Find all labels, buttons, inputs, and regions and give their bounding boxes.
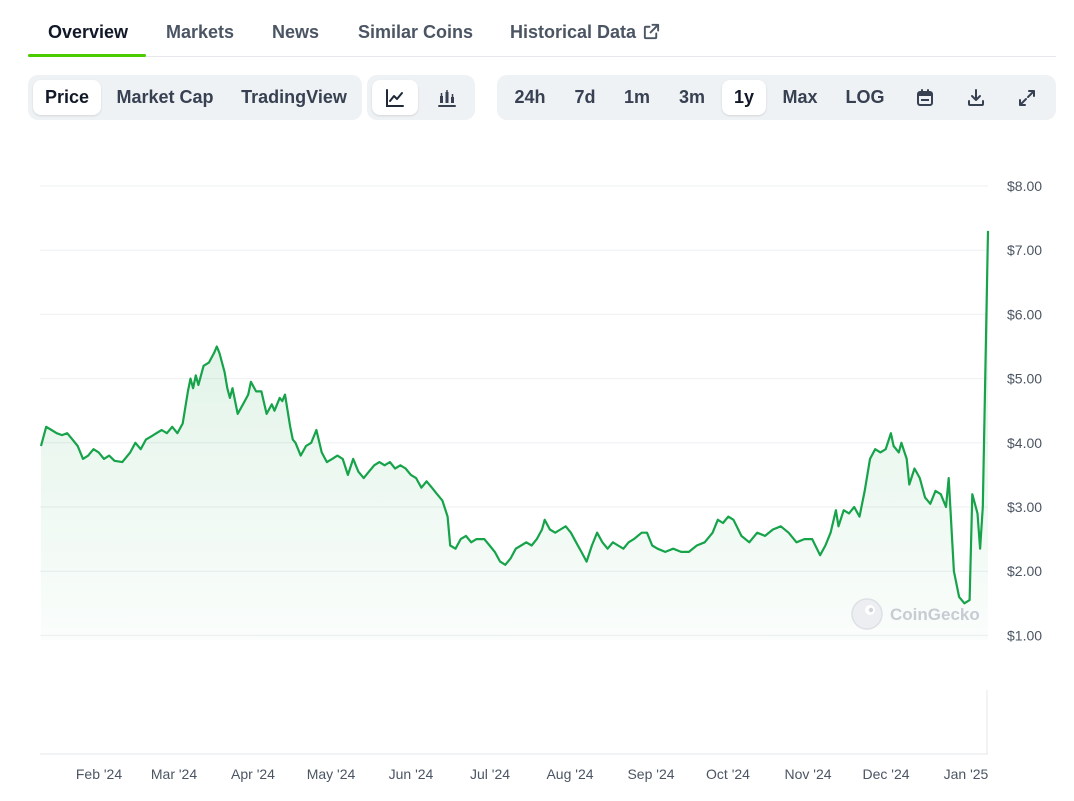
line-chart-icon	[386, 88, 404, 107]
x-tick-label: Nov '24	[784, 766, 831, 782]
external-link-icon	[643, 23, 660, 40]
fullscreen-button[interactable]	[1005, 80, 1049, 115]
range-3m-button[interactable]: 3m	[678, 87, 705, 107]
y-axis-labels: $1.00 $2.00 $3.00 $4.00 $5.00 $6.00 $7.00 $8.00	[1007, 178, 1042, 643]
y-tick-label: $3.00	[1007, 499, 1042, 515]
coingecko-watermark: CoinGecko	[851, 598, 980, 630]
price-line	[39, 230, 990, 605]
x-tick-label: Mar '24	[151, 766, 197, 782]
active-tab-indicator	[28, 54, 146, 57]
y-tick-label: $1.00	[1007, 627, 1042, 643]
range-1y-button[interactable]: 1y	[722, 80, 766, 115]
range-1m-button[interactable]: 1m	[623, 87, 650, 107]
tab-historical-data-label: Historical Data	[510, 22, 637, 42]
fullscreen-icon	[1019, 89, 1035, 106]
download-button[interactable]	[954, 80, 998, 115]
chart-gridlines	[40, 185, 988, 636]
watermark-text: CoinGecko	[890, 605, 980, 624]
x-tick-label: Sep '24	[627, 766, 674, 782]
y-tick-label: $8.00	[1007, 178, 1042, 194]
y-tick-label: $4.00	[1007, 435, 1042, 451]
x-tick-label: Apr '24	[231, 766, 275, 782]
x-tick-label: Dec '24	[862, 766, 909, 782]
candlestick-chart-icon	[438, 89, 456, 107]
line-chart-button[interactable]	[372, 80, 418, 115]
x-tick-label: Aug '24	[546, 766, 593, 782]
market-cap-button[interactable]: Market Cap	[116, 87, 214, 107]
range-max-button[interactable]: Max	[782, 87, 818, 107]
x-tick-label: May '24	[307, 766, 356, 782]
download-icon	[968, 88, 984, 106]
x-axis-labels: Feb '24 Mar '24 Apr '24 May '24 Jun '24 Jul '…	[76, 766, 989, 782]
tab-historical-data[interactable]: Historical Data	[510, 22, 661, 43]
tab-overview[interactable]: Overview	[48, 22, 129, 42]
view-toggle: Price Market Cap TradingView	[28, 75, 362, 120]
x-tick-label: Feb '24	[76, 766, 122, 782]
range-7d-button[interactable]: 7d	[574, 87, 596, 107]
tab-markets[interactable]: Markets	[166, 22, 235, 42]
date-range-button[interactable]	[903, 80, 947, 115]
log-scale-button[interactable]: LOG	[845, 87, 885, 107]
y-tick-label: $5.00	[1007, 371, 1042, 387]
tab-bar: Overview Markets News Similar Coins Hist…	[28, 0, 1056, 57]
x-tick-label: Oct '24	[706, 766, 750, 782]
chart-type-toggle	[367, 75, 475, 120]
candlestick-chart-button[interactable]	[424, 80, 470, 115]
tab-news[interactable]: News	[272, 22, 320, 42]
gecko-logo-icon	[851, 598, 883, 630]
y-tick-label: $2.00	[1007, 563, 1042, 579]
tradingview-button[interactable]: TradingView	[241, 87, 347, 107]
x-tick-label: Jan '25	[944, 766, 989, 782]
price-area	[41, 230, 988, 640]
tab-similar-coins[interactable]: Similar Coins	[358, 22, 474, 42]
x-tick-label: Jun '24	[389, 766, 434, 782]
calendar-icon	[917, 88, 933, 106]
x-tick-label: Jul '24	[470, 766, 510, 782]
price-button[interactable]: Price	[33, 80, 101, 115]
y-tick-label: $6.00	[1007, 306, 1042, 322]
time-range-toggle: 24h 7d 1m 3m 1y Max LOG	[497, 75, 1056, 120]
y-tick-label: $7.00	[1007, 242, 1042, 258]
range-24h-button[interactable]: 24h	[514, 87, 546, 107]
